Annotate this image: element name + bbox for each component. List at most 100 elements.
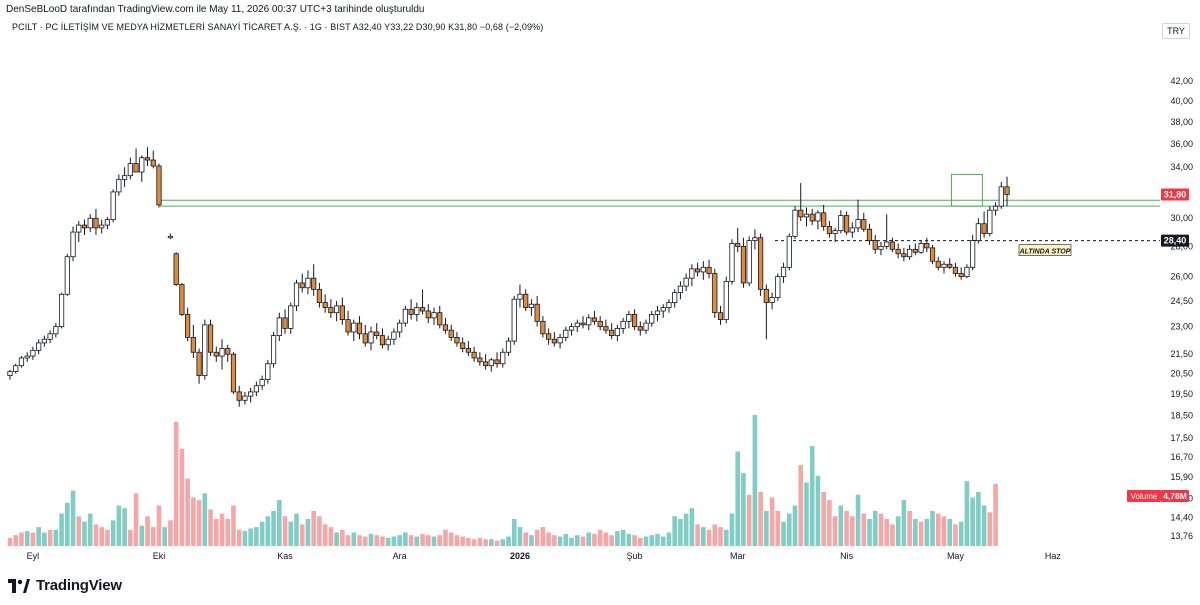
candle-body (729, 243, 735, 282)
volume-bar (511, 519, 517, 546)
volume-bar (958, 521, 964, 546)
candle-body (425, 310, 431, 319)
volume-bar (380, 536, 385, 546)
candle-body (551, 338, 557, 344)
candle-body (992, 205, 999, 211)
x-tick-label: Kas (277, 551, 293, 561)
candle-body (179, 284, 185, 315)
candle-body (735, 243, 741, 247)
volume-bar (678, 519, 683, 546)
horizontal-levels[interactable]: ALTINDA STOP (160, 173, 1160, 256)
volume-bar (838, 505, 844, 546)
candle-body (1004, 186, 1010, 195)
volume-bar (219, 513, 225, 546)
candle-body (832, 230, 838, 234)
candle-body (7, 371, 13, 376)
volume-bar (517, 527, 523, 546)
volume-bar (414, 536, 420, 546)
volume-bar (712, 524, 718, 546)
candle-body (368, 331, 374, 344)
volume-bar (752, 415, 758, 546)
candle-body (282, 317, 288, 329)
volume-bar (128, 529, 133, 546)
volume-bar (832, 516, 838, 546)
candle-body (13, 365, 19, 372)
symbol-legend[interactable]: PCILT · PC İLETİŞİM VE MEDYA HİZMETLERİ … (12, 22, 544, 32)
volume-bar (305, 519, 311, 546)
price-labels: 31,80 28,40 Volume 4,78M (1127, 188, 1189, 502)
candle-body (144, 157, 151, 161)
tradingview-logo[interactable]: TradingView (8, 577, 122, 594)
candle-body (987, 209, 993, 234)
candle-body (64, 256, 70, 295)
candle-body (775, 276, 781, 298)
volume-bar (437, 535, 443, 546)
volume-bar (523, 532, 528, 546)
candle-body (517, 293, 523, 300)
candle-body (907, 248, 913, 258)
volume-bar (202, 493, 208, 546)
candle-body (437, 312, 443, 326)
highlight-box[interactable] (950, 173, 983, 207)
candle-body (419, 307, 426, 312)
candle-body (695, 268, 701, 273)
candle-body (482, 361, 489, 367)
candle-body (620, 320, 626, 329)
candle-body (248, 391, 254, 397)
volume-bar (529, 535, 534, 546)
candle-body (316, 288, 323, 303)
volume-bar (242, 531, 248, 546)
currency-button[interactable]: TRY (1162, 23, 1190, 39)
volume-name-bg (1127, 490, 1161, 502)
candle-body (809, 213, 815, 222)
volume-bar (168, 520, 173, 546)
x-tick-label: Haz (1045, 551, 1062, 561)
volume-bar (953, 524, 958, 546)
candle-body (225, 348, 231, 355)
y-tick-label: 14,40 (1170, 513, 1193, 523)
x-tick-label: May (947, 551, 965, 561)
candle-body (505, 340, 512, 353)
price-axis[interactable]: 42,0040,0038,0036,0034,0030,0028,0026,00… (1170, 76, 1193, 541)
candle-body (970, 240, 976, 268)
volume-bar (506, 536, 511, 546)
price-label-text: 31,80 (1164, 189, 1187, 199)
candle-body (270, 335, 277, 365)
volume-bar (741, 473, 746, 546)
candle-body (769, 297, 775, 303)
volume-bar (821, 492, 826, 546)
volume-bar (454, 535, 460, 546)
volume-bar (254, 527, 259, 546)
candle-body (30, 349, 36, 357)
candle-body (150, 159, 156, 167)
candle-body (792, 209, 798, 237)
volume-bar (592, 533, 597, 546)
candle-body (139, 157, 145, 173)
candle-body (798, 209, 804, 218)
candle-body (362, 333, 368, 344)
tradingview-logo-icon (8, 578, 30, 593)
volume-bar (288, 521, 294, 546)
volume-bar (964, 481, 970, 546)
volume-bar (42, 532, 47, 546)
annotation-box[interactable] (1018, 244, 1072, 256)
candle-body (127, 163, 133, 177)
volume-bar (236, 529, 242, 546)
volume-name-label: Volume (1131, 492, 1158, 501)
candle-body (643, 322, 649, 331)
y-tick-label: 17,50 (1170, 433, 1193, 443)
candle-body (580, 322, 586, 326)
time-axis[interactable]: Eyl Eki Kas Ara 2026 Şub Mar Nis May Haz (27, 551, 1062, 561)
candle-body (167, 235, 174, 239)
candle-body (849, 227, 855, 233)
candle-body (746, 240, 752, 284)
candle-body (460, 342, 466, 349)
candle-body (786, 235, 792, 268)
volume-bar (13, 535, 19, 546)
candle-body (609, 329, 615, 337)
candle-body (385, 338, 391, 346)
candle-body (190, 337, 196, 353)
candle-body (242, 395, 248, 401)
price-chart[interactable]: ALTINDA STOP 42,00 40,00 38,00 36,00 34,00 30… (0, 0, 1200, 570)
candle-body (614, 328, 620, 337)
